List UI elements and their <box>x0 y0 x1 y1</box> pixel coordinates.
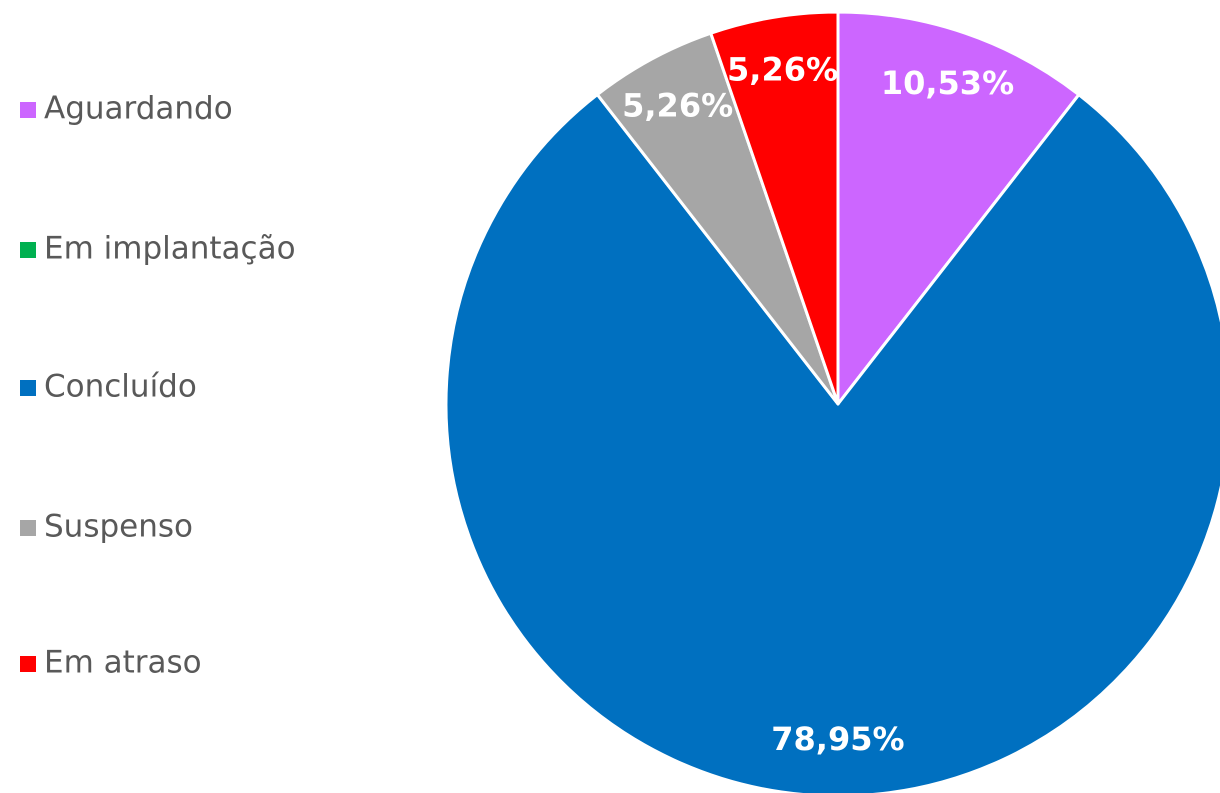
legend-label: Em atraso <box>44 645 202 681</box>
pie-slice <box>709 10 840 406</box>
pie-slice <box>444 93 1220 793</box>
legend-swatch <box>20 242 36 258</box>
data-label: 5,26% <box>727 50 838 88</box>
legend-swatch <box>20 520 36 536</box>
legend-swatch <box>20 380 36 396</box>
data-label: 10,53% <box>881 64 1014 102</box>
data-label: 5,26% <box>622 86 733 124</box>
legend-swatch <box>20 102 36 118</box>
legend-label: Concluído <box>44 369 197 405</box>
legend-label: Em implantação <box>44 231 296 267</box>
data-label: 78,95% <box>771 720 904 758</box>
pie-slice <box>836 10 1081 406</box>
legend-swatch <box>20 656 36 672</box>
legend-label: Aguardando <box>44 91 233 127</box>
legend-label: Suspenso <box>44 509 193 545</box>
